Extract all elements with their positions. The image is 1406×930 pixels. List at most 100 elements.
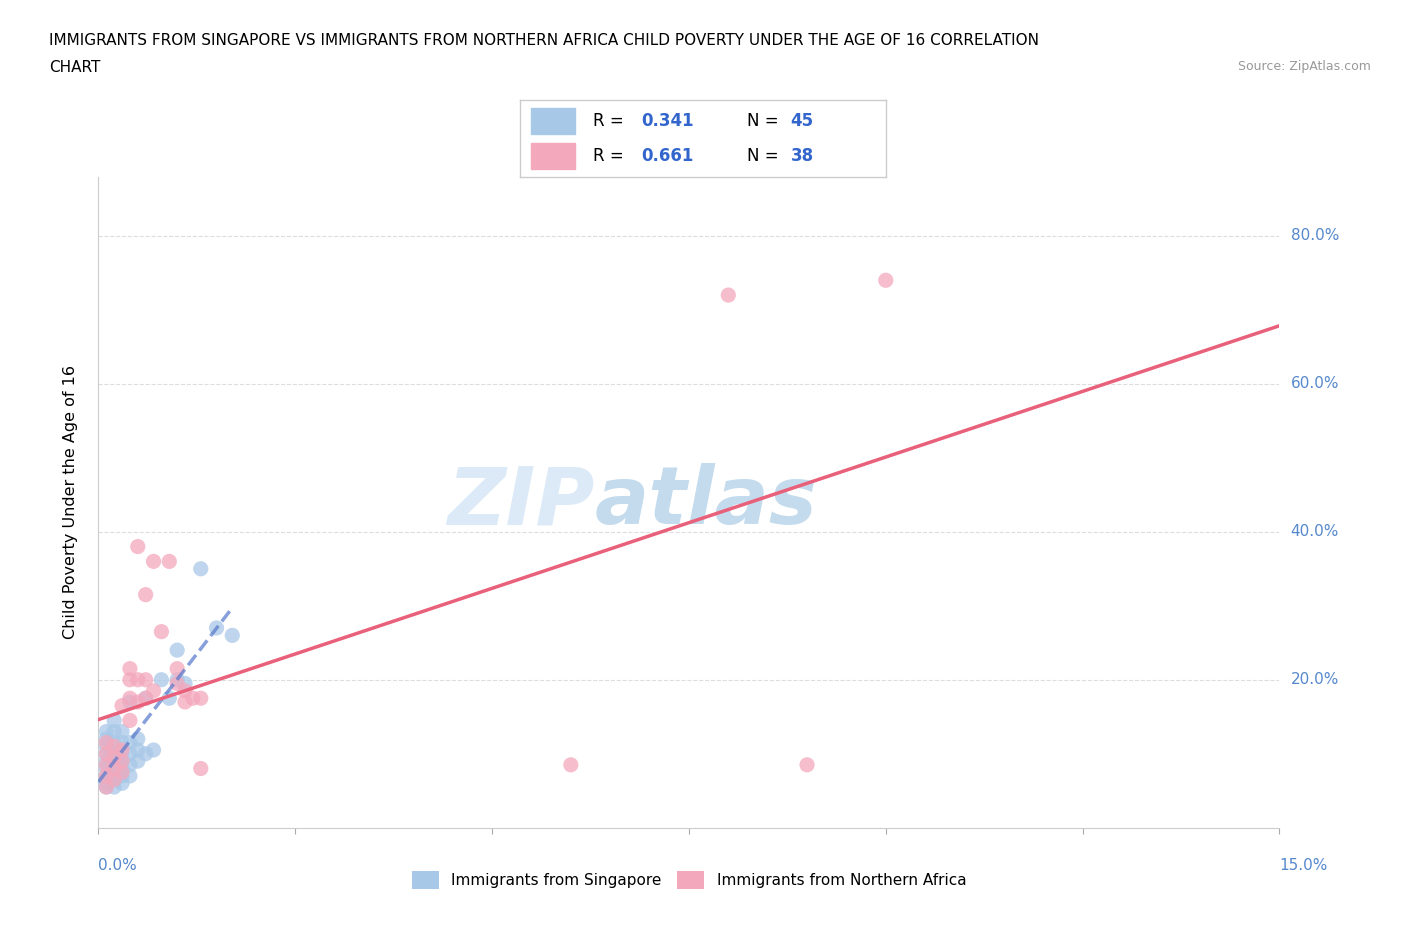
Point bbox=[103, 768, 125, 783]
Point bbox=[111, 753, 134, 768]
Point bbox=[96, 761, 118, 776]
Text: 20.0%: 20.0% bbox=[1291, 672, 1339, 687]
Text: 40.0%: 40.0% bbox=[1291, 525, 1339, 539]
Point bbox=[96, 757, 118, 772]
Point bbox=[103, 761, 125, 776]
Point bbox=[205, 620, 228, 635]
Point bbox=[111, 724, 134, 739]
Point bbox=[118, 695, 141, 710]
Point bbox=[96, 738, 118, 753]
Point bbox=[166, 661, 188, 676]
Point bbox=[150, 624, 173, 639]
Point bbox=[111, 736, 134, 751]
Text: 45: 45 bbox=[790, 112, 814, 130]
Text: 0.341: 0.341 bbox=[641, 112, 693, 130]
Point bbox=[118, 713, 141, 728]
Point bbox=[190, 562, 212, 577]
Point bbox=[96, 753, 118, 768]
Point bbox=[103, 772, 125, 787]
Text: IMMIGRANTS FROM SINGAPORE VS IMMIGRANTS FROM NORTHERN AFRICA CHILD POVERTY UNDER: IMMIGRANTS FROM SINGAPORE VS IMMIGRANTS … bbox=[49, 33, 1039, 47]
Point bbox=[142, 684, 165, 698]
Point bbox=[111, 776, 134, 790]
Point bbox=[142, 742, 165, 757]
Point bbox=[118, 691, 141, 706]
Point bbox=[174, 695, 197, 710]
Point bbox=[166, 676, 188, 691]
Text: CHART: CHART bbox=[49, 60, 101, 75]
Point bbox=[96, 772, 118, 787]
Bar bbox=[531, 108, 575, 134]
Point bbox=[118, 661, 141, 676]
Point bbox=[717, 287, 740, 302]
Text: 0.0%: 0.0% bbox=[98, 858, 138, 873]
Point bbox=[135, 587, 157, 602]
Point bbox=[142, 554, 165, 569]
Point bbox=[174, 676, 197, 691]
Point bbox=[103, 736, 125, 751]
Text: ZIP: ZIP bbox=[447, 463, 595, 541]
Point bbox=[127, 695, 149, 710]
Point bbox=[181, 691, 204, 706]
Point bbox=[96, 724, 118, 739]
Point bbox=[103, 761, 125, 776]
Point bbox=[174, 684, 197, 698]
Point bbox=[111, 742, 134, 757]
Point bbox=[157, 691, 180, 706]
Point bbox=[135, 691, 157, 706]
Text: R =: R = bbox=[593, 112, 630, 130]
Point bbox=[111, 768, 134, 783]
Text: N =: N = bbox=[747, 112, 783, 130]
Point bbox=[190, 691, 212, 706]
Point bbox=[118, 746, 141, 761]
Point bbox=[118, 757, 141, 772]
Text: 15.0%: 15.0% bbox=[1279, 858, 1329, 873]
Point bbox=[111, 764, 134, 779]
Point bbox=[135, 691, 157, 706]
Point bbox=[111, 698, 134, 713]
Point bbox=[103, 746, 125, 761]
Point bbox=[96, 776, 118, 790]
Point bbox=[96, 746, 118, 761]
Point bbox=[96, 768, 118, 783]
Text: N =: N = bbox=[747, 147, 783, 166]
Point bbox=[127, 742, 149, 757]
Point bbox=[96, 746, 118, 761]
Point bbox=[221, 628, 243, 643]
Text: R =: R = bbox=[593, 147, 630, 166]
Point bbox=[118, 672, 141, 687]
Text: 80.0%: 80.0% bbox=[1291, 229, 1339, 244]
Point bbox=[111, 746, 134, 761]
Point bbox=[875, 272, 897, 287]
Point bbox=[166, 672, 188, 687]
Point bbox=[560, 757, 582, 772]
Point bbox=[103, 779, 125, 794]
Point bbox=[166, 643, 188, 658]
Point bbox=[127, 732, 149, 747]
Point bbox=[96, 768, 118, 783]
Text: 0.661: 0.661 bbox=[641, 147, 693, 166]
Point bbox=[127, 539, 149, 554]
Text: Source: ZipAtlas.com: Source: ZipAtlas.com bbox=[1237, 60, 1371, 73]
Point bbox=[150, 672, 173, 687]
Point bbox=[135, 746, 157, 761]
Point bbox=[103, 713, 125, 728]
Point bbox=[103, 750, 125, 764]
Point bbox=[96, 732, 118, 747]
Point bbox=[96, 779, 118, 794]
Text: 38: 38 bbox=[790, 147, 814, 166]
Text: atlas: atlas bbox=[595, 463, 817, 541]
Point bbox=[118, 768, 141, 783]
Bar bbox=[531, 143, 575, 169]
Point bbox=[190, 761, 212, 776]
Point bbox=[96, 736, 118, 751]
Point bbox=[157, 554, 180, 569]
Point bbox=[127, 753, 149, 768]
Point bbox=[796, 757, 818, 772]
Point bbox=[111, 761, 134, 776]
Point bbox=[103, 772, 125, 787]
Point bbox=[118, 736, 141, 751]
Point bbox=[96, 779, 118, 794]
Point bbox=[127, 672, 149, 687]
Point bbox=[103, 738, 125, 753]
Point bbox=[103, 753, 125, 768]
